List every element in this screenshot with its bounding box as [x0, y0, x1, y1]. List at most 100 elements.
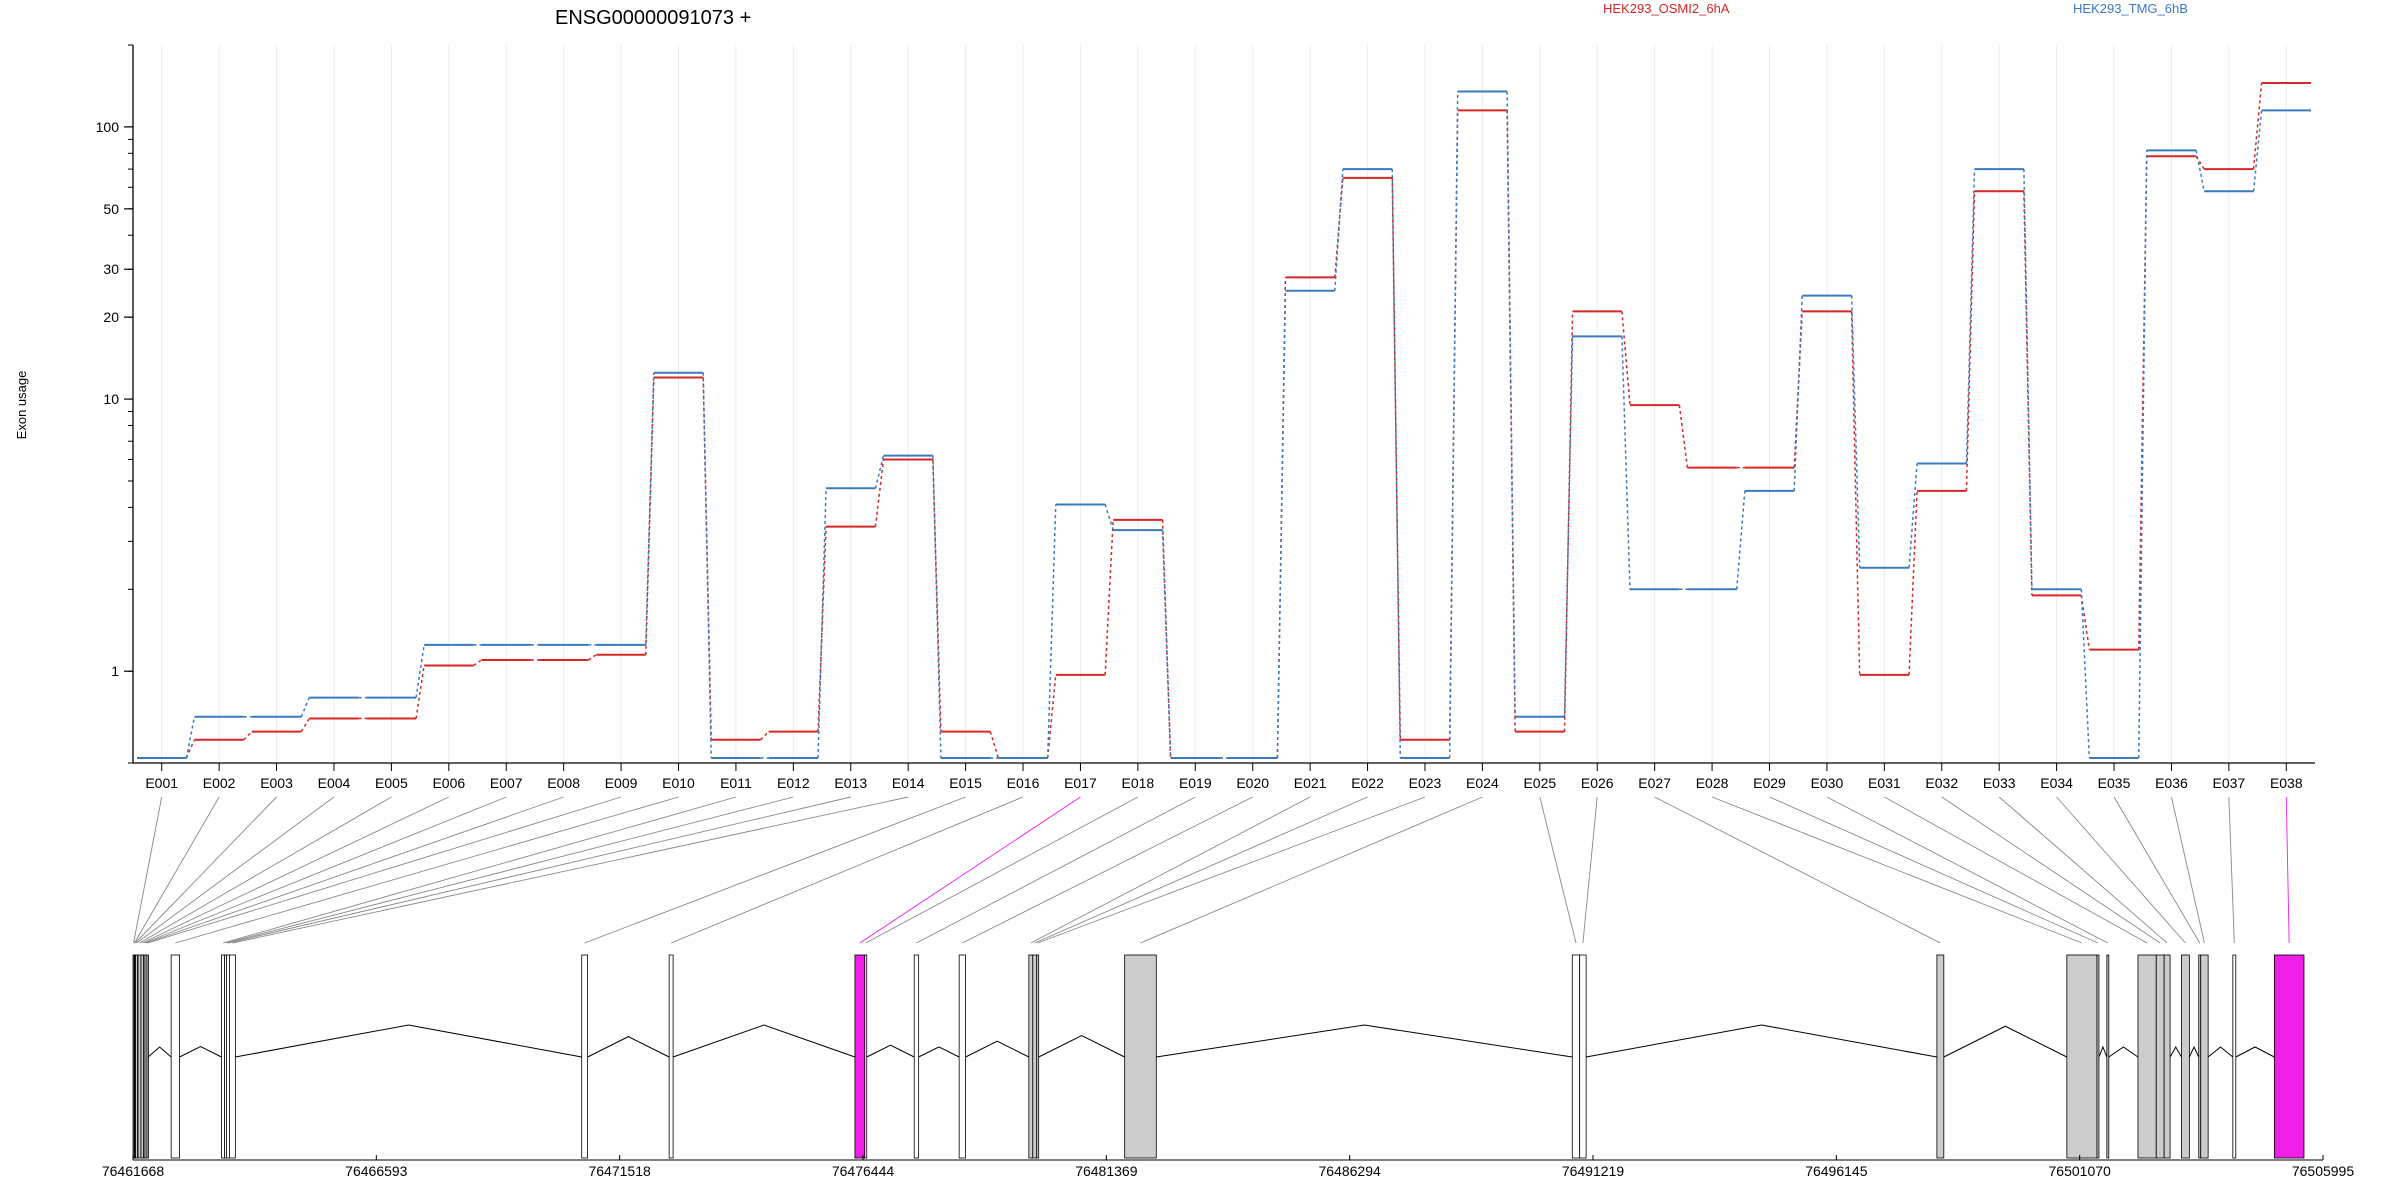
exon-box: [170, 954, 180, 1159]
series-connector: [874, 459, 885, 527]
x-tick-label: E015: [949, 775, 982, 791]
exon-connector: [1539, 796, 1577, 944]
y-tick-label: 30: [103, 261, 119, 277]
series-connector: [1908, 463, 1918, 568]
x-tick-label: E016: [1007, 775, 1040, 791]
series-connector: [760, 731, 770, 741]
series-connector: [1448, 91, 1459, 758]
x-axis: E001 E002 E003 E004 E005 E006 E007 E008 E009 E010…: [133, 762, 2315, 791]
x-tick-label: E003: [260, 775, 293, 791]
exon-connector: [1769, 796, 2099, 944]
y-axis-label: Exon usage: [14, 371, 29, 440]
exon-box: [2200, 954, 2209, 1159]
exon-connector: [142, 796, 450, 944]
genomic-tick-label: 76501070: [2049, 1163, 2112, 1179]
intron-line: [147, 1046, 172, 1058]
exon-connector: [134, 796, 220, 944]
x-tick-label: E013: [834, 775, 867, 791]
series-connector: [2023, 169, 2033, 590]
series-connector: [1736, 490, 1746, 590]
exon-connector: [232, 796, 909, 944]
series-connector: [2252, 110, 2263, 192]
x-tick-label: E024: [1466, 775, 1499, 791]
x-tick-label: E018: [1122, 775, 1155, 791]
legend-label-osmi2: HEK293_OSMI2_6hA: [1603, 1, 1730, 16]
exon-connector: [584, 796, 966, 944]
exon-connector: [134, 796, 277, 944]
series-connector: [1621, 311, 1631, 406]
exon-connectors: [133, 796, 2290, 944]
exon-box: [1936, 954, 1945, 1159]
genomic-tick-label: 76505995: [2292, 1163, 2355, 1179]
exon-connector: [175, 796, 679, 944]
exon-box: [581, 954, 589, 1159]
x-tick-label: E010: [662, 775, 695, 791]
x-tick-label: E017: [1064, 775, 1097, 791]
series-connector: [1965, 169, 1976, 464]
x-tick-label: E030: [1811, 775, 1844, 791]
series-connector: [243, 731, 253, 741]
genomic-tick-label: 76461668: [102, 1163, 165, 1179]
exon-connector: [962, 796, 1253, 944]
exon-box: [229, 954, 236, 1159]
exon-box: [864, 954, 868, 1159]
x-tick-label: E026: [1581, 775, 1614, 791]
exon-connector: [916, 796, 1196, 944]
genomic-tick-label: 76466593: [345, 1163, 408, 1179]
series-1: [137, 82, 2311, 759]
series-connector: [817, 488, 827, 758]
exon-connector: [136, 796, 335, 944]
series-connector: [185, 716, 196, 759]
exon-connector: [1582, 796, 1598, 944]
series-connector: [1104, 504, 1114, 531]
series-connector: [2137, 150, 2148, 758]
intron-line: [965, 1040, 1030, 1058]
series-connector: [2195, 150, 2205, 192]
exon-box: [2137, 954, 2157, 1159]
intron-line: [2207, 1046, 2234, 1058]
intron-line: [587, 1036, 670, 1058]
exon-box: [854, 954, 866, 1159]
x-tick-label: E033: [1983, 775, 2016, 791]
x-tick-label: E022: [1351, 775, 1384, 791]
x-tick-label: E008: [547, 775, 580, 791]
series-connector: [300, 718, 310, 732]
exon-connector: [133, 796, 163, 944]
x-tick-label: E012: [777, 775, 810, 791]
x-tick-label: E025: [1523, 775, 1556, 791]
intron-line: [1156, 1024, 1573, 1058]
intron-line: [2188, 1045, 2200, 1058]
y-tick-label: 20: [103, 309, 119, 325]
exon-connector: [147, 796, 622, 944]
series-connector: [1678, 405, 1689, 468]
x-tick-label: E020: [1236, 775, 1269, 791]
x-tick-label: E031: [1868, 775, 1901, 791]
exon-connector: [227, 796, 851, 944]
vertical-grid: [161, 45, 2287, 763]
x-tick-label: E035: [2098, 775, 2131, 791]
exon-box: [2155, 954, 2165, 1159]
x-tick-label: E006: [432, 775, 465, 791]
exon-connector: [1711, 796, 2083, 944]
exon-connector: [1884, 796, 2148, 944]
x-tick-label: E005: [375, 775, 408, 791]
series-connector: [1506, 91, 1516, 717]
intron-line: [235, 1024, 582, 1058]
exon-box: [668, 954, 674, 1159]
exon-box: [135, 954, 138, 1159]
series-connector: [1046, 674, 1057, 759]
exon-box: [2181, 954, 2190, 1159]
series-connector: [1391, 169, 1402, 758]
x-tick-label: E001: [145, 775, 178, 791]
series-connector: [1850, 311, 1861, 675]
exon-connector: [670, 796, 1024, 944]
series-connector: [1965, 191, 1976, 491]
series-connector: [932, 455, 942, 758]
x-tick-label: E037: [2213, 775, 2246, 791]
series-connector: [473, 659, 482, 667]
exon-box: [2163, 954, 2171, 1159]
series-connector: [1161, 530, 1172, 758]
intron-line: [1586, 1024, 1937, 1058]
y-tick-label: 1: [111, 663, 119, 679]
